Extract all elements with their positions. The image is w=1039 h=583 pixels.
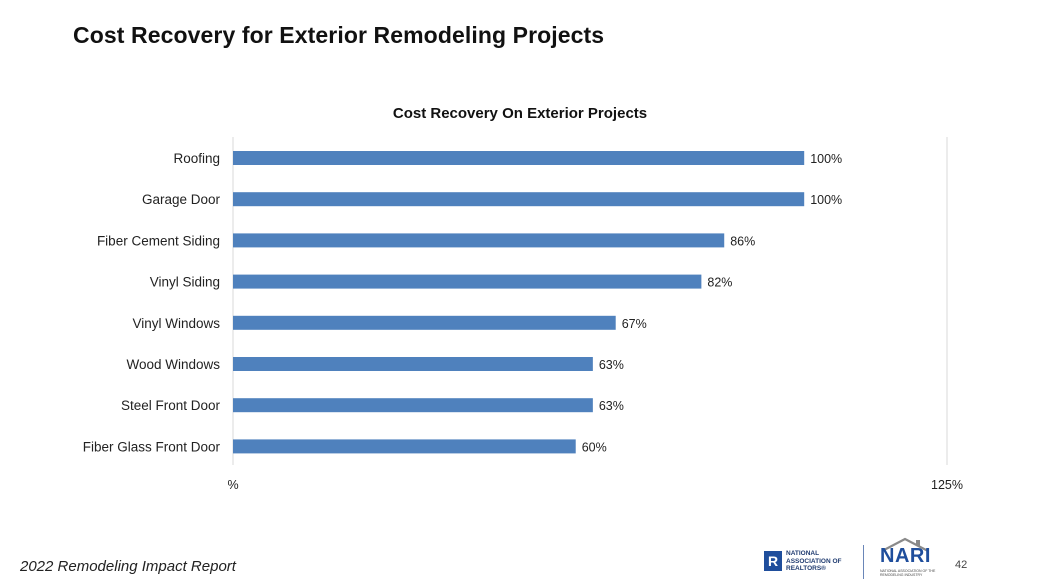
logo-divider: [863, 545, 864, 579]
category-label: Vinyl Siding: [150, 275, 220, 290]
realtors-logo-text: NATIONAL ASSOCIATION OF REALTORS®: [786, 550, 842, 572]
data-label: 63%: [599, 358, 624, 372]
bar: [233, 274, 702, 289]
nari-house-logo-icon: [881, 537, 929, 552]
data-label: 86%: [730, 234, 755, 248]
report-footer: 2022 Remodeling Impact Report: [20, 558, 236, 575]
category-label: Garage Door: [142, 192, 221, 207]
category-label: Wood Windows: [126, 357, 220, 372]
x-tick-label: %: [227, 478, 238, 492]
data-label: 60%: [582, 440, 607, 454]
bar: [233, 151, 805, 165]
chart-title: Cost Recovery On Exterior Projects: [392, 105, 648, 122]
category-label: Fiber Cement Siding: [97, 233, 220, 248]
nari-logo-subtitle: NATIONAL ASSOCIATION OF THE REMODELING I…: [880, 569, 936, 577]
data-label: 63%: [599, 399, 624, 413]
data-label: 67%: [622, 317, 647, 331]
bar: [233, 315, 616, 330]
footer-logos: R NATIONAL ASSOCIATION OF REALTORS® NARI…: [760, 537, 1039, 581]
category-label: Fiber Glass Front Door: [83, 439, 221, 454]
bar: [233, 233, 725, 248]
nari-logo-text: NARI: [880, 545, 931, 567]
category-label: Steel Front Door: [121, 398, 221, 413]
data-label: 100%: [810, 152, 842, 166]
bar: [233, 192, 805, 207]
data-label: 82%: [707, 276, 732, 290]
realtor-r-logo-icon: R: [764, 551, 782, 571]
page-title: Cost Recovery for Exterior Remodeling Pr…: [73, 22, 605, 48]
x-tick-label: 125%: [931, 478, 963, 492]
bar: [233, 439, 576, 454]
data-label: 100%: [810, 193, 842, 207]
bar: [233, 357, 593, 371]
bar: [233, 398, 593, 413]
page-number: 42: [955, 559, 968, 571]
category-label: Roofing: [173, 151, 220, 166]
category-label: Vinyl Windows: [132, 316, 220, 331]
